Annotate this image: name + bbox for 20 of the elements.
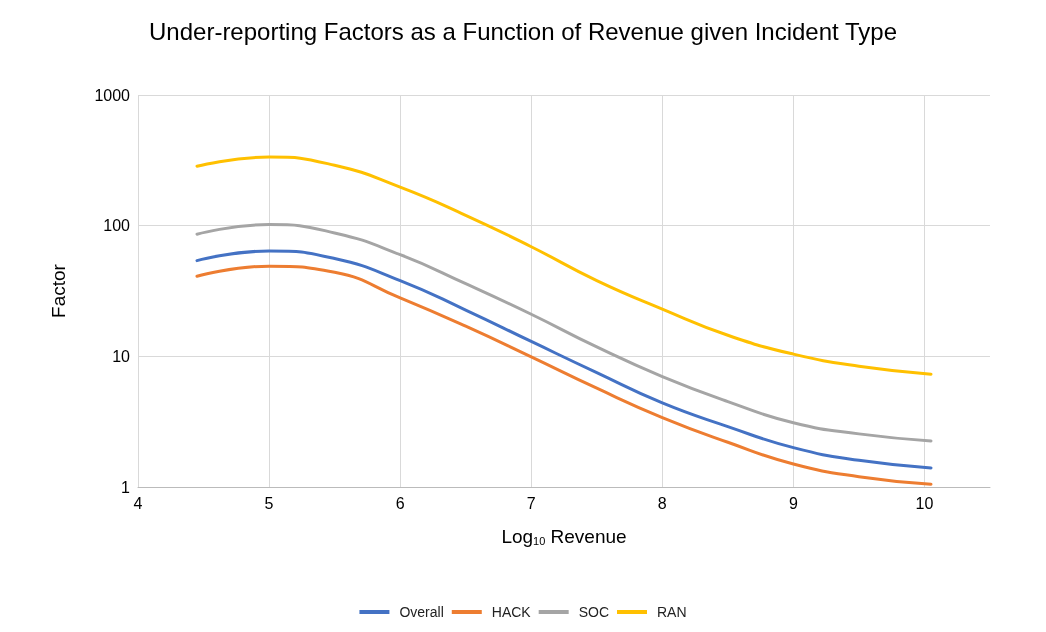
x-tick-label: 6 — [395, 494, 405, 512]
x-tick-label: 7 — [526, 494, 536, 512]
y-tick-label: 1000 — [94, 86, 131, 104]
y-axis-title: Factor — [48, 263, 69, 318]
line-series — [195, 155, 933, 376]
legend-label: SOC — [578, 604, 610, 620]
y-tick-label: 1 — [121, 478, 131, 496]
x-tick-label: 10 — [915, 494, 934, 512]
x-tick-label: 9 — [788, 494, 798, 512]
x-axis-title: Log10 Revenue — [501, 526, 627, 547]
legend-label: HACK — [491, 604, 532, 620]
x-tick-label: 8 — [657, 494, 667, 512]
legend-label: Overall — [399, 604, 444, 620]
y-tick-label: 100 — [103, 217, 131, 235]
legend-label: RAN — [657, 604, 687, 620]
x-tick-label: 4 — [133, 494, 143, 512]
y-tick-label: 10 — [112, 347, 131, 365]
line-series — [195, 223, 933, 443]
chart-title: Under-reporting Factors as a Function of Revenue given Incident Type — [149, 17, 897, 45]
x-tick-label: 5 — [264, 494, 274, 512]
